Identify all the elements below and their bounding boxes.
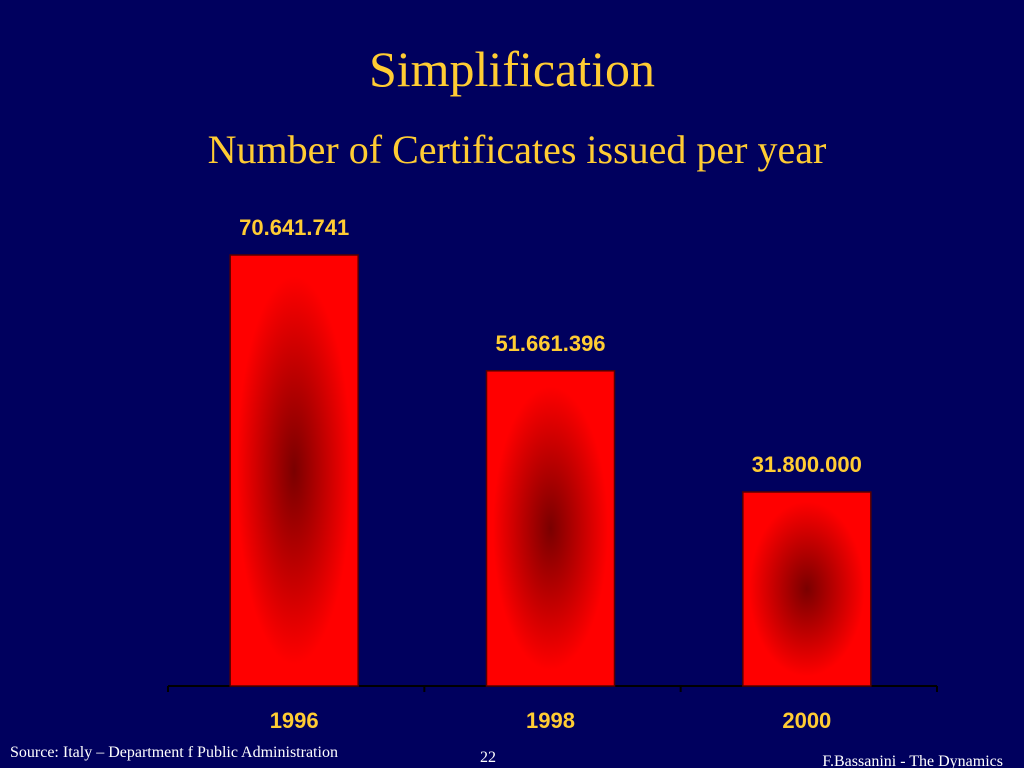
value-label: 31.800.000 (752, 452, 862, 477)
footer-text: F.Bassanini - The Dynamics (822, 753, 1003, 768)
value-label: 70.641.741 (239, 215, 349, 240)
x-tick-label: 1996 (270, 708, 319, 733)
page-number: 22 (480, 749, 496, 766)
bar (742, 491, 872, 687)
chart-title: Simplification (369, 41, 655, 97)
x-tick-label: 2000 (782, 708, 831, 733)
x-tick-label: 1998 (526, 708, 575, 733)
chart-subtitle: Number of Certificates issued per year (208, 127, 827, 172)
bar (229, 254, 359, 687)
bar (485, 370, 616, 687)
value-label: 51.661.396 (495, 331, 605, 356)
source-note: Source: Italy – Department f Public Admi… (10, 744, 338, 761)
